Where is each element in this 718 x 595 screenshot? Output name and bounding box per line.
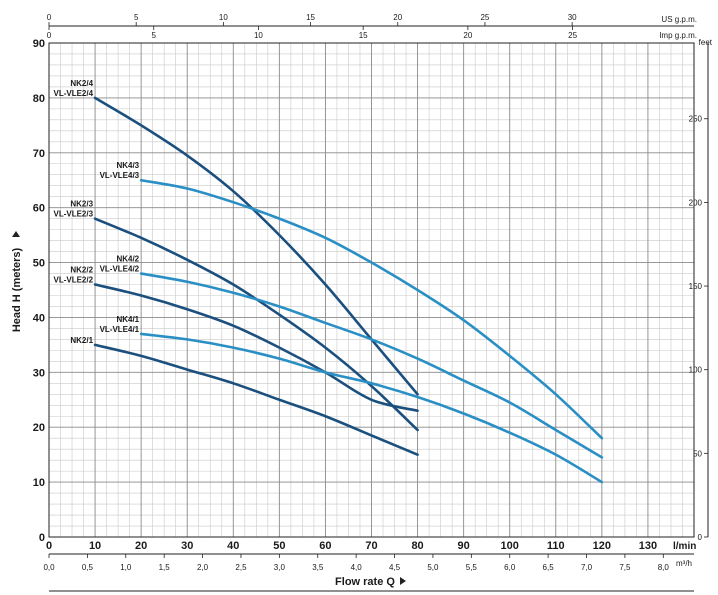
right-axis: 0 50 100 150 200 250	[689, 43, 709, 542]
feet-tick-label: 250	[689, 115, 703, 124]
x-tick-label: 40	[227, 540, 239, 552]
x-tick-label: 70	[365, 540, 377, 552]
us-gpm-tick-label: 30	[568, 13, 577, 22]
feet-tick-label: 200	[689, 198, 703, 207]
x-tick-label: 30	[181, 540, 193, 552]
x-tick-label: 130	[639, 540, 657, 552]
series-label-3: NK2/3	[70, 200, 93, 209]
m3h-tick-label: 3,5	[312, 563, 324, 572]
m3h-tick-label: 0,0	[43, 563, 55, 572]
imp-gpm-tick-label: 0	[47, 31, 52, 40]
top-axes: 0 5 10 15 20 25 30 0 5 10 15 20 25	[47, 13, 694, 40]
y-tick-label: 70	[33, 148, 45, 160]
m3h-tick-label: 0,5	[82, 563, 94, 572]
label-layer: NK2/4VL-VLE2/4NK4/3VL-VLE4/3NK2/3VL-VLE2…	[53, 79, 139, 345]
m3h-unit-label: m³/h	[676, 559, 692, 568]
y-axis-title-group: Head H (meters)	[11, 231, 23, 332]
series-label-6: NK4/1	[116, 315, 139, 324]
us-gpm-tick-label: 20	[393, 13, 402, 22]
grid-major	[48, 42, 695, 538]
us-gpm-tick-label: 10	[219, 13, 228, 22]
right-feet-label: feet	[699, 38, 713, 47]
series-label-4: NK4/2	[116, 255, 139, 264]
series-line-5	[93, 283, 419, 413]
series-label-2: NK4/3	[116, 161, 139, 170]
plot-frame	[48, 42, 695, 538]
m3h-tick-label: 3,0	[274, 563, 286, 572]
feet-tick-label: 150	[689, 282, 703, 291]
series-label-5: VL-VLE2/2	[53, 276, 93, 285]
imp-gpm-tick-label: 5	[151, 31, 156, 40]
x-tick-label: 80	[411, 540, 423, 552]
y-tick-label: 30	[33, 367, 45, 379]
y-tick-label: 40	[33, 312, 45, 324]
series-label-1: NK2/4	[70, 79, 93, 88]
x-tick-label: 10	[89, 540, 101, 552]
top-us-gpm-label: US g.p.m.	[661, 15, 697, 24]
m3h-tick-label: 1,0	[120, 563, 132, 572]
y-tick-label: 90	[33, 38, 45, 50]
series-label-1: VL-VLE2/4	[53, 89, 93, 98]
m3h-tick-label: 4,5	[389, 563, 401, 572]
m3h-tick-label: 2,5	[235, 563, 247, 572]
imp-gpm-tick-label: 25	[568, 31, 577, 40]
x-axis-title-group: Flow rate Q	[335, 576, 406, 588]
imp-gpm-tick-label: 20	[463, 31, 472, 40]
series-layer	[93, 96, 604, 484]
y-tick-label: 10	[33, 477, 45, 489]
bottom-axis: 0 10 20 30 40 50 60 70 80 90 100 110 120 130	[46, 540, 694, 555]
m3h-tick-label: 6,0	[504, 563, 516, 572]
series-label-3: VL-VLE2/3	[53, 210, 93, 219]
y-tick-label: 0	[39, 532, 45, 544]
series-label-2: VL-VLE4/3	[100, 171, 140, 180]
y-tick-label: 80	[33, 93, 45, 105]
x-tick-label: 100	[501, 540, 519, 552]
series-line-7	[93, 343, 419, 456]
y-tick-label: 20	[33, 422, 45, 434]
series-line-2	[139, 178, 604, 440]
series-label-4: VL-VLE4/2	[100, 265, 140, 274]
m3h-tick-label: 5,0	[427, 563, 439, 572]
imp-gpm-tick-label: 15	[359, 31, 368, 40]
m3h-tick-label: 2,0	[197, 563, 209, 572]
m3h-tick-label: 6,5	[543, 563, 555, 572]
us-gpm-tick-label: 5	[134, 13, 139, 22]
m3h-tick-label: 4,0	[351, 563, 363, 572]
y-axis-arrow-icon	[12, 231, 20, 237]
us-gpm-tick-label: 25	[480, 13, 489, 22]
bottom-m3h-axis: 0,0 0,5 1,0 1,5 2,0 2,5 3,0 3,5 4,0 4,5 5,0 5,5 6,0 6…	[43, 554, 669, 572]
m3h-tick-label: 1,5	[159, 563, 171, 572]
x-tick-label: 0	[46, 540, 52, 552]
imp-gpm-tick-label: 10	[254, 31, 263, 40]
x-unit-label: l/min	[673, 541, 696, 552]
series-label-7: NK2/1	[70, 336, 93, 345]
series-label-6: VL-VLE4/1	[100, 325, 140, 334]
x-tick-label: 120	[593, 540, 611, 552]
y-tick-label: 50	[33, 258, 45, 270]
x-tick-label: 110	[547, 540, 565, 552]
feet-tick-label: 50	[693, 449, 702, 458]
top-imp-gpm-label: Imp g.p.m.	[659, 31, 697, 40]
left-axis: 0 10 20 30 40 50 60 70 80 90	[33, 38, 45, 544]
x-axis-title: Flow rate Q	[335, 576, 395, 588]
feet-tick-label: 100	[689, 366, 703, 375]
m3h-tick-label: 7,0	[581, 563, 593, 572]
x-axis-arrow-icon	[400, 577, 406, 585]
series-line-4	[139, 272, 604, 459]
y-axis-title: Head H (meters)	[11, 247, 23, 332]
y-tick-label: 60	[33, 203, 45, 215]
x-tick-label: 50	[273, 540, 285, 552]
series-line-6	[139, 332, 604, 484]
us-gpm-tick-label: 15	[306, 13, 315, 22]
x-tick-label: 90	[458, 540, 470, 552]
m3h-tick-label: 5,5	[466, 563, 478, 572]
series-label-5: NK2/2	[70, 266, 93, 275]
us-gpm-tick-label: 0	[47, 13, 52, 22]
m3h-tick-label: 7,5	[619, 563, 631, 572]
feet-tick-label: 0	[698, 533, 703, 542]
x-tick-label: 20	[135, 540, 147, 552]
m3h-tick-label: 8,0	[658, 563, 670, 572]
x-tick-label: 60	[319, 540, 331, 552]
